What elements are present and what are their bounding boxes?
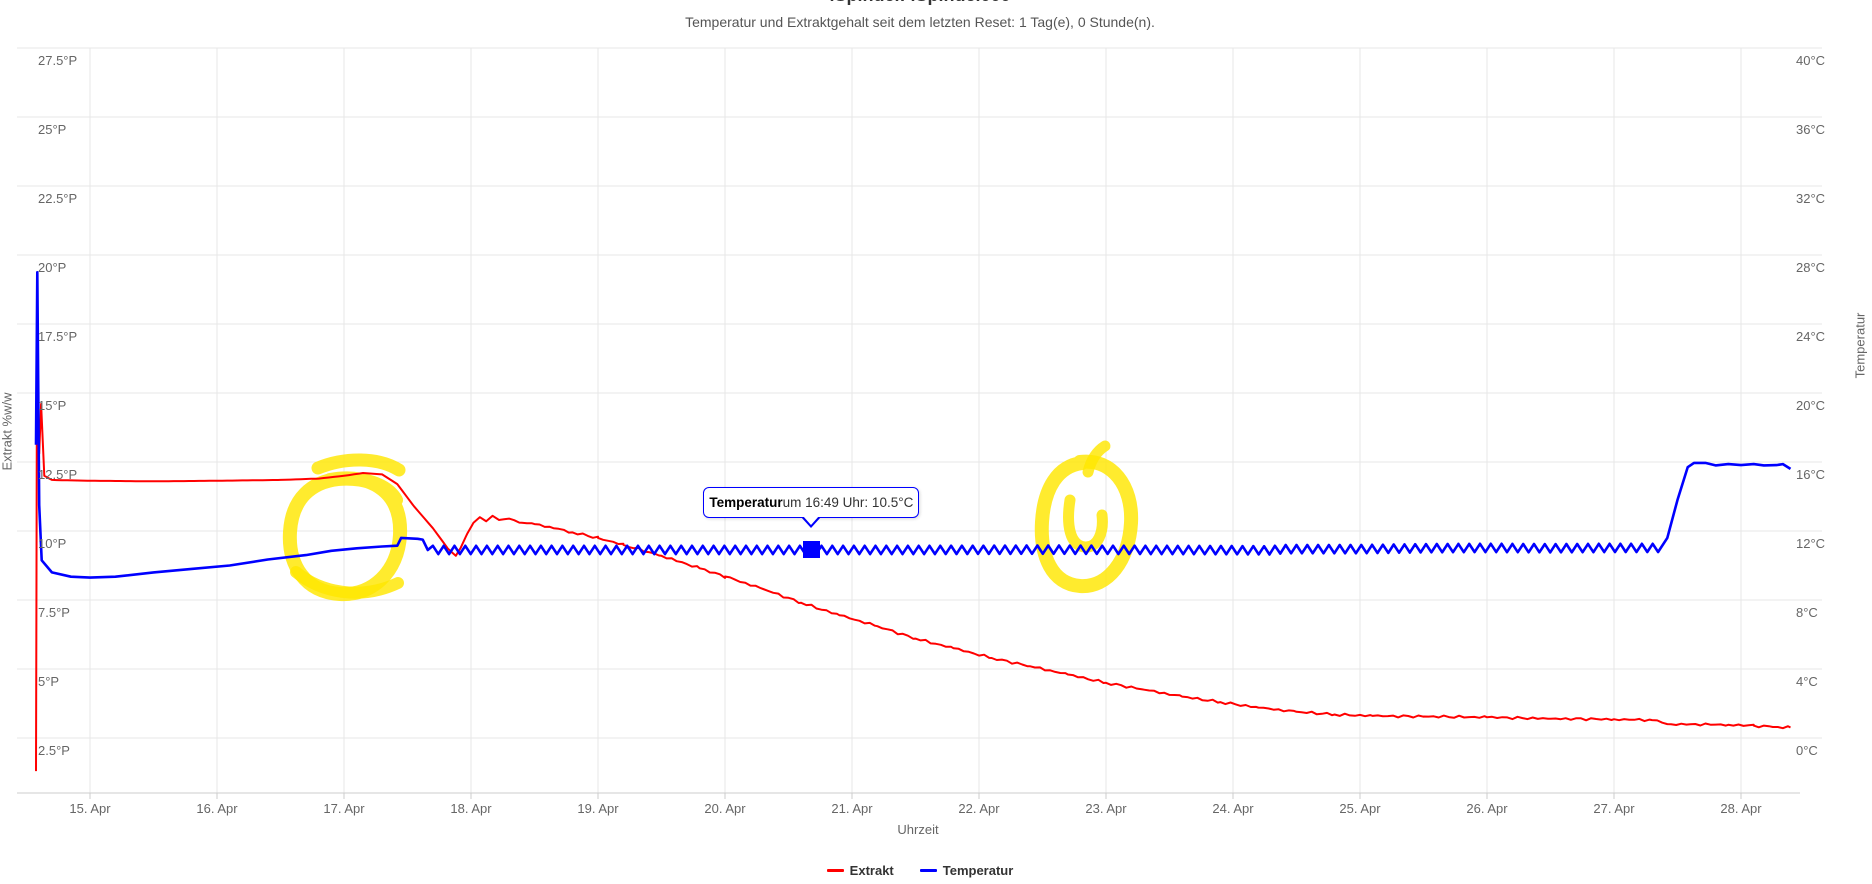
y-axis-label-left: 15°P [38,398,67,413]
right-axis-title: Temperatur [1852,312,1868,379]
legend-label-temperatur: Temperatur [942,863,1014,878]
highlighter-annotation [1082,440,1111,478]
y-axis-label-left: 22.5°P [38,191,78,206]
y-axis-label-right: 0°C [1796,743,1818,758]
temperatur-series-line[interactable] [34,270,1792,579]
y-axis-label-right: 36°C [1796,122,1826,137]
tooltip-arrow-fill [803,515,820,525]
y-axis-label-right: 8°C [1796,605,1818,620]
y-axis-label-left: 20°P [38,260,67,275]
x-axis-label: 16. Apr [196,801,238,816]
highlighter-annotation [311,453,406,477]
y-axis-label-left: 2.5°P [38,743,70,758]
tooltip-series-name: Temperatur [709,494,783,510]
legend-item-temperatur[interactable]: Temperatur [919,863,1014,878]
extrakt-line-swatch-icon [826,869,844,872]
chart-subtitle: Temperatur und Extraktgehalt seit dem le… [685,14,1155,30]
highlighter-annotation [1063,494,1108,553]
highlighter-annotation [290,566,404,599]
y-axis-label-right: 28°C [1796,260,1826,275]
tooltip: Temperatur um 16:49 Uhr: 10.5°C [703,486,920,518]
x-axis-title: Uhrzeit [897,822,939,837]
extrakt-series-line[interactable] [35,386,1791,772]
y-axis-label-left: 5°P [38,674,60,689]
y-axis-label-left: 7.5°P [38,605,70,620]
y-axis-label-left: 27.5°P [38,53,78,68]
left-axis-title: Extrakt %w/w [0,392,15,471]
legend: Extrakt Temperatur [0,863,1840,878]
y-axis-label-left: 25°P [38,122,67,137]
y-axis-label-right: 24°C [1796,329,1826,344]
y-axis-label-left: 17.5°P [38,329,78,344]
x-axis-label: 28. Apr [1720,801,1762,816]
x-axis-label: 19. Apr [577,801,619,816]
x-axis-label: 21. Apr [831,801,873,816]
x-axis-label: 24. Apr [1212,801,1254,816]
y-axis-label-right: 32°C [1796,191,1826,206]
x-axis-label: 22. Apr [958,801,1000,816]
y-axis-label-left: 10°P [38,536,67,551]
x-axis-label: 23. Apr [1085,801,1127,816]
temperatur-line-swatch-icon [919,869,937,872]
x-axis-label: 27. Apr [1593,801,1635,816]
y-axis-label-right: 16°C [1796,467,1826,482]
legend-item-extrakt[interactable]: Extrakt [826,863,894,878]
y-axis-label-left: 12.5°P [38,467,78,482]
x-axis-label: 15. Apr [69,801,111,816]
y-axis-label-right: 4°C [1796,674,1818,689]
legend-label-extrakt: Extrakt [849,863,894,878]
selected-point-marker[interactable] [802,541,820,559]
x-axis-label: 25. Apr [1339,801,1381,816]
highlighter-annotation [1034,454,1139,594]
y-axis-label-right: 20°C [1796,398,1826,413]
y-axis-label-right: 40°C [1796,53,1826,68]
chart-title: iSpindel: iSpindel000 [0,0,1840,4]
y-axis-label-right: 12°C [1796,536,1826,551]
x-axis-label: 17. Apr [323,801,365,816]
x-axis-label: 18. Apr [450,801,492,816]
tooltip-value-text: um 16:49 Uhr: 10.5°C [782,494,914,510]
x-axis-label: 20. Apr [704,801,746,816]
x-axis-label: 26. Apr [1466,801,1508,816]
